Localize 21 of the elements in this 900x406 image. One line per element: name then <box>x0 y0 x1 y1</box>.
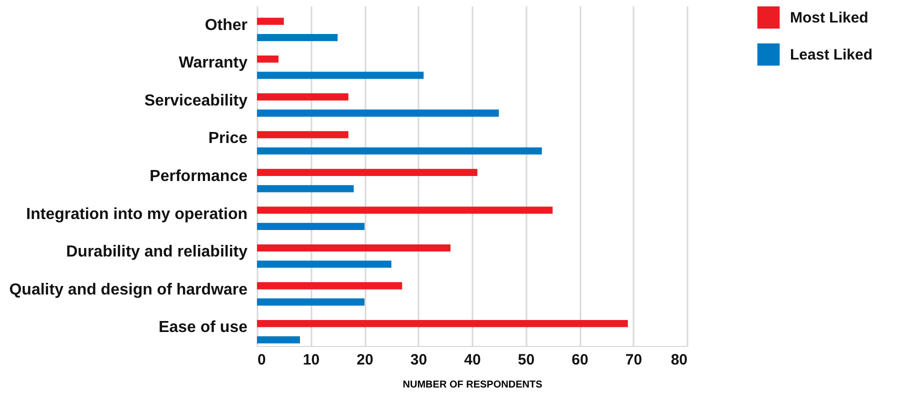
y-tick-label: Ease of use <box>158 319 248 336</box>
y-tick-label: Durability and reliability <box>66 244 248 261</box>
x-tick-label: 60 <box>572 352 588 368</box>
y-tick-label: Performance <box>150 168 248 185</box>
y-tick-label: Integration into my operation <box>26 206 248 223</box>
y-tick-label: Price <box>208 130 248 148</box>
y-tick-label: Serviceability <box>144 92 248 110</box>
x-tick-label: 20 <box>356 352 374 368</box>
x-tick-label: 30 <box>410 352 428 368</box>
legend-label: Least Liked <box>790 46 873 64</box>
x-tick-label: 80 <box>670 352 688 368</box>
x-tick-label: 40 <box>464 352 481 368</box>
x-tick-label: 10 <box>302 352 320 368</box>
x-tick-label: 0 <box>258 352 266 368</box>
x-tick-label: 70 <box>625 352 642 368</box>
x-axis-title: NUMBER OF RESPONDENTS <box>402 380 543 390</box>
legend-label: Most Liked <box>790 10 868 26</box>
y-tick-label: Warranty <box>178 54 248 72</box>
y-tick-label: Other <box>204 16 248 34</box>
x-tick-label: 50 <box>518 352 535 368</box>
y-tick-label: Quality and design of hardware <box>9 281 248 298</box>
